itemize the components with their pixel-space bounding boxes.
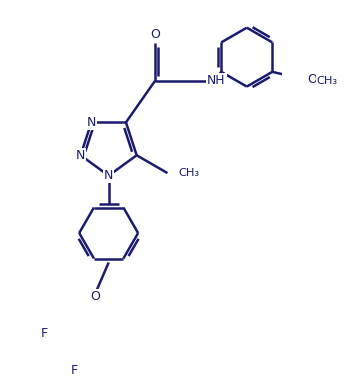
Text: N: N bbox=[76, 149, 85, 162]
Text: N: N bbox=[104, 169, 113, 182]
Text: O: O bbox=[308, 73, 318, 86]
Text: O: O bbox=[90, 290, 100, 303]
Text: CH₃: CH₃ bbox=[317, 76, 338, 86]
Text: O: O bbox=[150, 28, 160, 41]
Text: NH: NH bbox=[207, 74, 226, 87]
Text: N: N bbox=[87, 116, 96, 129]
Text: F: F bbox=[71, 363, 78, 377]
Text: F: F bbox=[41, 327, 48, 340]
Text: CH₃: CH₃ bbox=[178, 168, 199, 178]
